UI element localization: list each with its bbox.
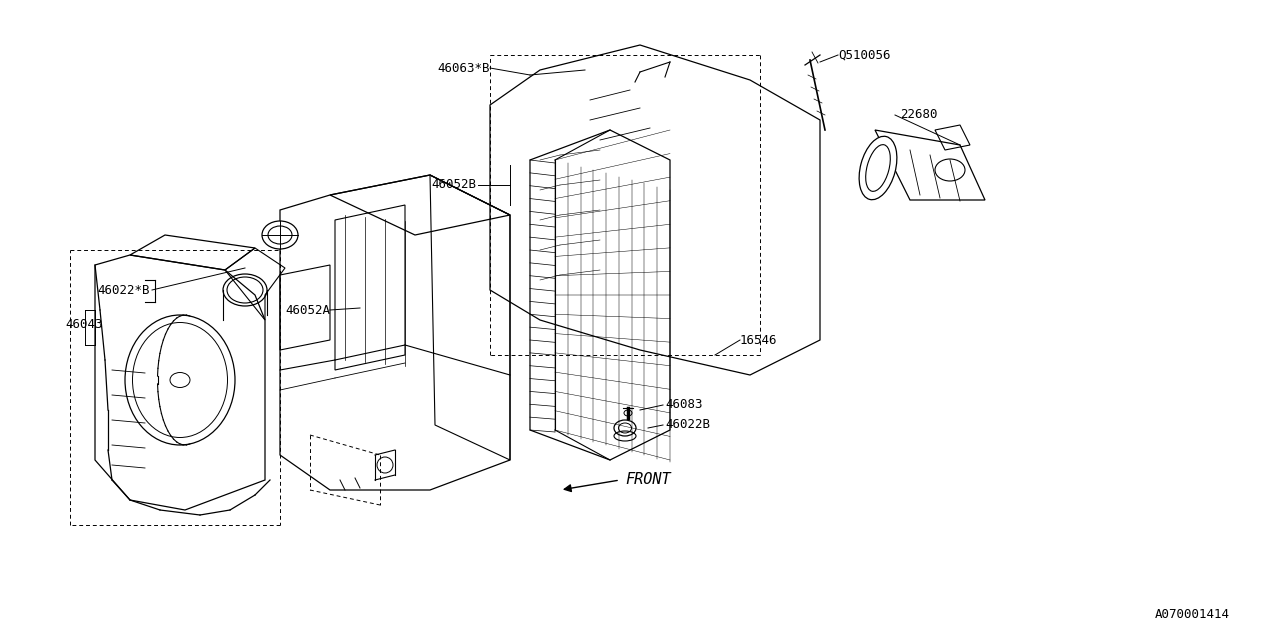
Ellipse shape: [859, 136, 897, 200]
Text: 22680: 22680: [900, 109, 937, 122]
Text: 46022B: 46022B: [666, 419, 710, 431]
Text: Q510056: Q510056: [838, 49, 891, 61]
Text: 46022*B: 46022*B: [97, 284, 150, 296]
Text: A070001414: A070001414: [1155, 609, 1230, 621]
Ellipse shape: [262, 221, 298, 249]
Text: 46043: 46043: [65, 319, 102, 332]
Text: 46052A: 46052A: [285, 303, 330, 317]
Ellipse shape: [614, 420, 636, 436]
Ellipse shape: [125, 315, 236, 445]
Text: 46063*B: 46063*B: [438, 61, 490, 74]
Text: 16546: 16546: [740, 333, 777, 346]
Text: FRONT: FRONT: [625, 472, 671, 488]
Text: 46052B: 46052B: [431, 179, 476, 191]
Text: 46083: 46083: [666, 399, 703, 412]
